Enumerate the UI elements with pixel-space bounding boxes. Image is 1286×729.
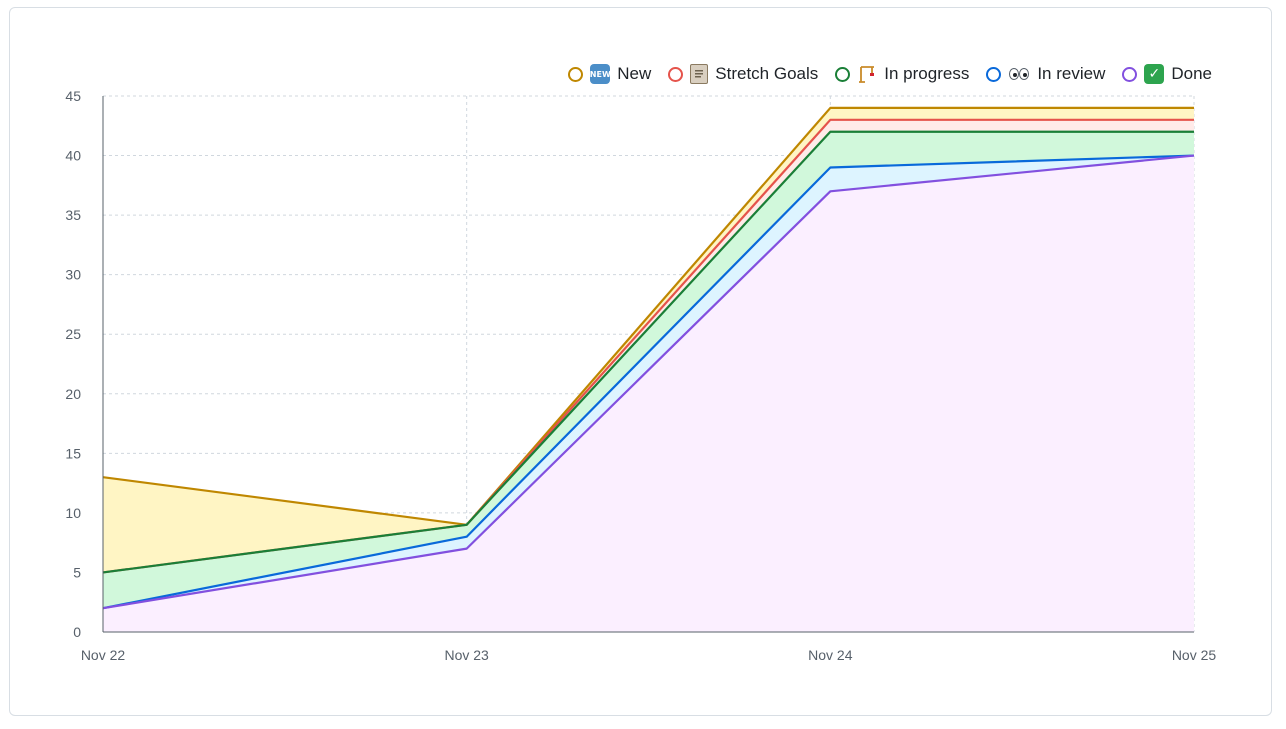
legend-marker-new (568, 66, 584, 82)
line-in-review (102, 154, 1195, 610)
legend-label-stretch-goals: Stretch Goals (715, 64, 819, 83)
new-badge-icon: NEW (590, 64, 611, 84)
legend-label-new: New (617, 64, 652, 83)
legend-marker-in-review (986, 66, 1002, 82)
x-tick-label: Nov 23 (444, 647, 489, 663)
y-tick-label: 45 (65, 88, 81, 104)
legend-item-stretch-goals[interactable]: Stretch Goals (668, 64, 818, 84)
x-axis-ticks: Nov 22 Nov 23 Nov 24 Nov 25 (81, 647, 1217, 663)
legend-item-in-progress[interactable]: In progress (835, 64, 969, 84)
crane-icon (857, 64, 877, 84)
y-tick-label: 15 (65, 445, 81, 461)
area-new (103, 107, 1194, 573)
y-tick-label: 5 (73, 564, 81, 580)
legend-label-in-review: In review (1037, 64, 1106, 83)
y-tick-label: 25 (65, 326, 81, 342)
y-tick-label: 30 (65, 267, 81, 283)
area-in-progress (103, 131, 1194, 609)
legend-marker-in-progress (835, 66, 851, 82)
legend-item-new[interactable]: NEW New (568, 64, 651, 84)
chart-legend: NEW New Stretch Goals In progress In rev… (568, 64, 1212, 84)
y-tick-label: 0 (73, 624, 81, 640)
check-mark-icon: ✓ (1144, 64, 1165, 84)
legend-item-in-review[interactable]: In review (986, 64, 1105, 84)
line-done (102, 154, 1195, 610)
x-tick-label: Nov 24 (808, 647, 853, 663)
eyes-icon (1008, 64, 1030, 84)
legend-marker-stretch-goals (668, 66, 684, 82)
y-tick-label: 20 (65, 386, 81, 402)
line-new (102, 106, 1194, 526)
legend-label-in-progress: In progress (884, 64, 970, 83)
clipboard-icon (690, 64, 709, 84)
y-tick-label: 35 (65, 207, 81, 223)
y-tick-label: 40 (65, 148, 81, 164)
area-done (103, 155, 1194, 633)
legend-item-done[interactable]: ✓ Done (1122, 64, 1212, 84)
legend-label-done: Done (1171, 64, 1212, 83)
axes (102, 96, 1194, 633)
series-lines (102, 106, 1195, 610)
series-areas (103, 107, 1194, 633)
legend-marker-done (1122, 66, 1138, 82)
line-in-progress (102, 130, 1194, 574)
y-tick-label: 10 (65, 505, 81, 521)
x-tick-label: Nov 22 (81, 647, 126, 663)
y-axis-ticks: 0 5 10 15 20 25 30 35 40 45 (65, 88, 81, 640)
x-tick-label: Nov 25 (1172, 647, 1217, 663)
